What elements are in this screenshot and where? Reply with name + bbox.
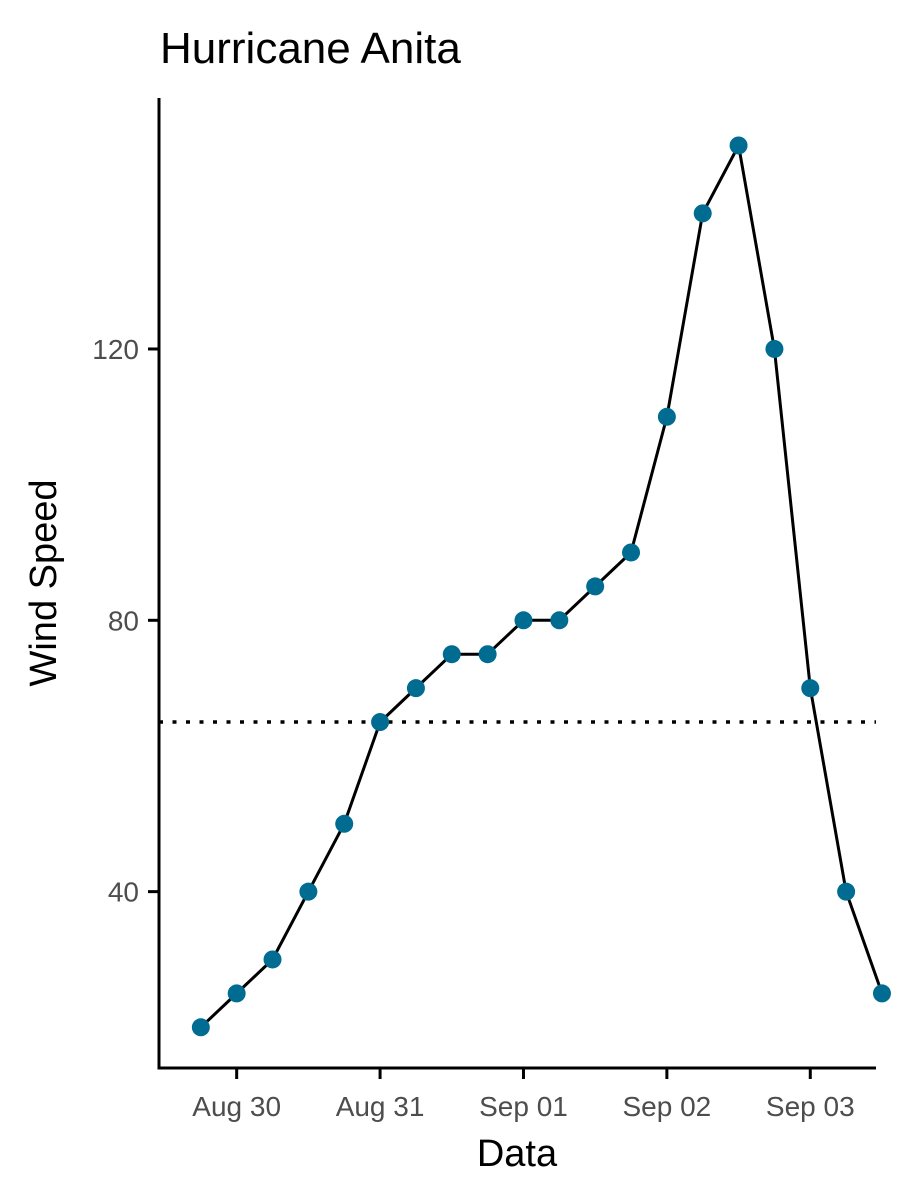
x-tick-label: Sep 02 xyxy=(623,1091,712,1122)
y-tick-label: 40 xyxy=(108,877,139,908)
data-point xyxy=(299,882,318,901)
data-point xyxy=(872,984,891,1003)
data-point xyxy=(657,407,676,426)
y-axis-title: Wind Speed xyxy=(23,479,65,686)
series-line-layer xyxy=(199,144,884,1029)
data-point xyxy=(693,204,712,223)
data-point xyxy=(263,950,282,969)
data-point xyxy=(227,984,246,1003)
points-layer xyxy=(191,136,891,1037)
x-tick-label: Sep 01 xyxy=(479,1091,568,1122)
y-tick-label: 120 xyxy=(92,334,139,365)
data-point xyxy=(801,679,820,698)
chart-title: Hurricane Anita xyxy=(160,24,461,73)
data-point xyxy=(550,611,569,630)
data-point xyxy=(586,577,605,596)
series-line xyxy=(199,144,884,1029)
x-tick-label: Aug 30 xyxy=(192,1091,281,1122)
data-point xyxy=(442,645,461,664)
y-tick-label: 80 xyxy=(108,605,139,636)
data-point xyxy=(478,645,497,664)
x-axis-title: Data xyxy=(477,1133,558,1175)
plot-area xyxy=(159,136,891,1037)
data-point xyxy=(191,1018,210,1037)
data-point xyxy=(514,611,533,630)
data-point xyxy=(765,339,784,358)
data-point xyxy=(622,543,641,562)
data-point xyxy=(335,814,354,833)
data-point xyxy=(371,713,390,732)
y-axis-ticks: 40 80 120 xyxy=(92,334,159,908)
x-tick-label: Aug 31 xyxy=(336,1091,425,1122)
data-point xyxy=(729,136,748,155)
data-point xyxy=(837,882,856,901)
x-tick-label: Sep 03 xyxy=(766,1091,855,1122)
data-point xyxy=(406,679,425,698)
x-axis-ticks: Aug 30 Aug 31 Sep 01 Sep 02 Sep 03 xyxy=(192,1068,855,1122)
